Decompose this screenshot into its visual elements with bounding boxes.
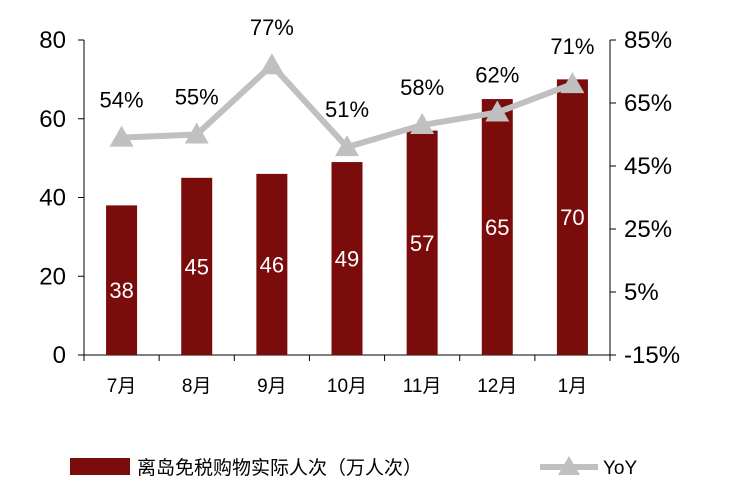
bar-value-label: 57 — [410, 231, 434, 256]
yoy-line-series — [109, 53, 585, 157]
bar-value-label: 46 — [260, 252, 284, 277]
bars — [106, 79, 588, 355]
left-y-tick-label: 80 — [39, 27, 66, 54]
axes: 0 20 40 60 80 -15% 5% 25% 45% 65% 85% 7月 8月 9月 10月 11月 1… — [39, 27, 680, 397]
right-y-tick-label: 65% — [624, 90, 672, 117]
right-y-tick-label: 25% — [624, 216, 672, 243]
yoy-marker — [184, 122, 209, 144]
bar — [556, 79, 588, 355]
legend-bar-label: 离岛免税购物实际人次（万人次） — [137, 457, 422, 479]
x-tick-label: 1月 — [558, 376, 588, 397]
right-y-tick-label: 45% — [624, 153, 672, 180]
bar-value-label: 38 — [109, 278, 133, 303]
right-y-tick-label: 85% — [624, 27, 672, 54]
right-y-tick-label: 5% — [624, 279, 659, 306]
bar-value-label: 45 — [184, 254, 208, 279]
x-tick-label: 11月 — [403, 376, 442, 397]
yoy-value-label: 77% — [250, 15, 294, 40]
right-y-tick-label: -15% — [624, 342, 680, 369]
left-y-tick-label: 20 — [39, 263, 66, 290]
yoy-marker — [259, 53, 284, 75]
left-y-tick-label: 60 — [39, 106, 66, 133]
bar — [406, 130, 438, 355]
data-labels: 38 45 46 49 57 65 70 54% 55% 77% 51% 58% 62% 71% — [100, 15, 595, 303]
bar — [331, 162, 363, 355]
x-tick-label: 10月 — [327, 376, 367, 397]
x-tick-label: 12月 — [477, 376, 517, 397]
legend: 离岛免税购物实际人次（万人次） YoY — [70, 456, 637, 479]
bar-value-label: 49 — [335, 247, 359, 272]
left-y-tick-label: 40 — [39, 185, 66, 212]
bar-value-label: 70 — [560, 205, 584, 230]
yoy-marker — [335, 135, 359, 157]
legend-bar-swatch — [70, 458, 130, 475]
bar — [106, 205, 138, 355]
yoy-marker — [410, 113, 435, 135]
x-tick-label: 8月 — [182, 376, 212, 397]
yoy-value-label: 58% — [400, 75, 444, 100]
bar — [481, 99, 513, 355]
yoy-value-label: 71% — [550, 34, 594, 59]
x-tick-label: 7月 — [107, 376, 137, 397]
left-y-tick-label: 0 — [53, 342, 66, 369]
yoy-marker — [485, 100, 510, 122]
yoy-marker — [560, 72, 585, 94]
legend-line-marker — [558, 456, 580, 475]
bar — [256, 173, 288, 355]
legend-line-label: YoY — [603, 458, 637, 479]
x-tick-label: 9月 — [257, 376, 287, 397]
yoy-value-label: 54% — [100, 88, 144, 113]
yoy-value-label: 55% — [175, 85, 219, 110]
yoy-marker — [109, 125, 134, 147]
yoy-value-label: 62% — [475, 62, 519, 87]
bar-value-label: 65 — [485, 215, 509, 240]
yoy-value-label: 51% — [325, 97, 369, 122]
bar — [181, 177, 213, 355]
